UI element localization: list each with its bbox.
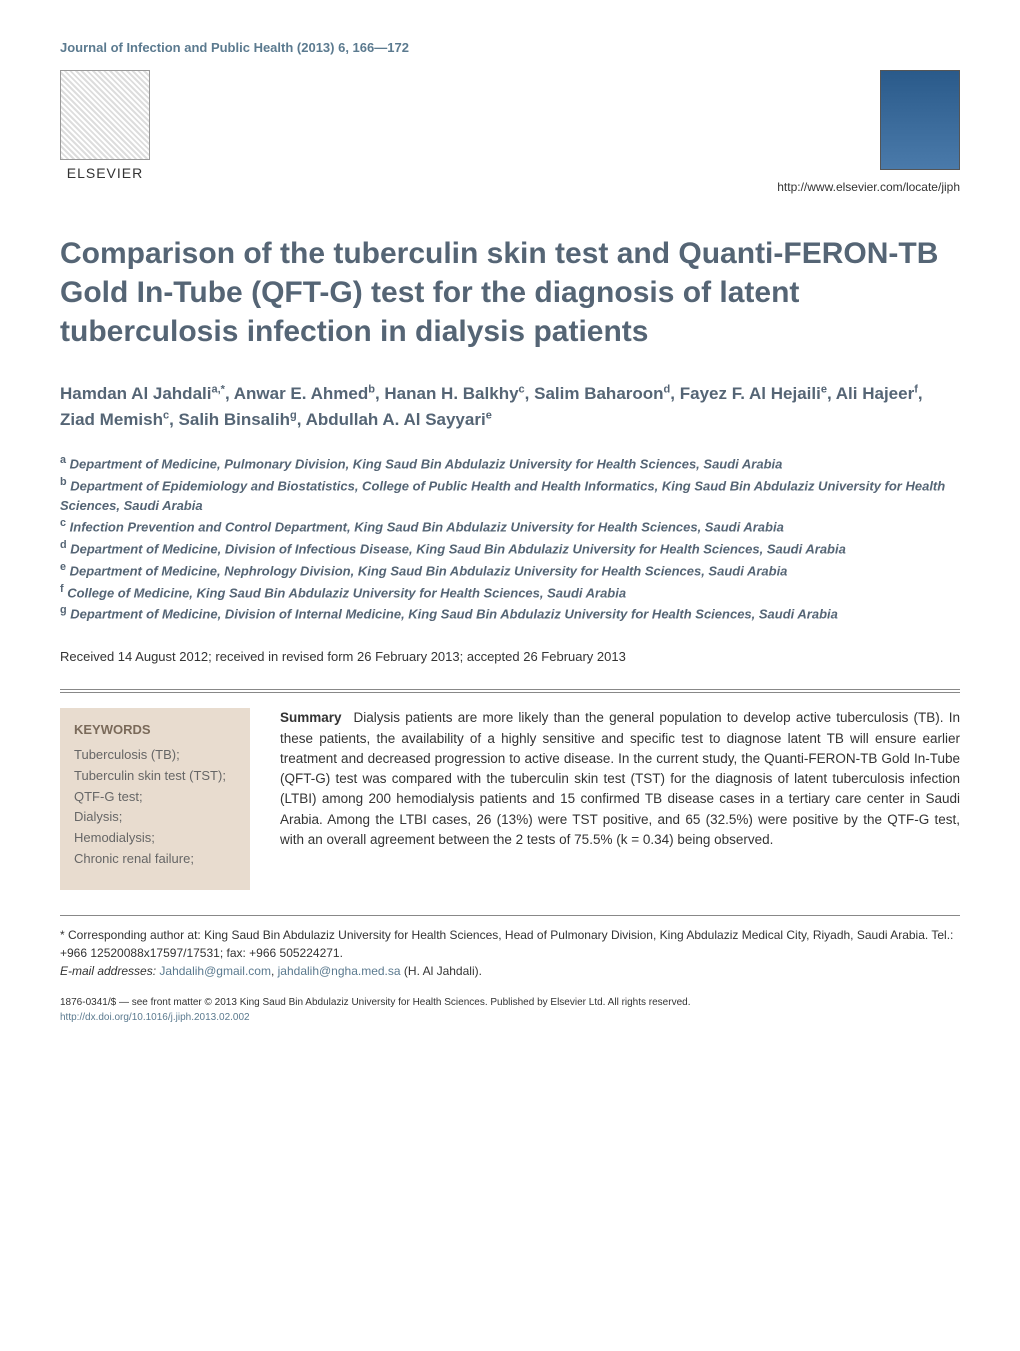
article-title: Comparison of the tuberculin skin test a… [60,234,960,351]
corresponding-author: * Corresponding author at: King Saud Bin… [60,926,960,962]
footer-block: * Corresponding author at: King Saud Bin… [60,915,960,1025]
affiliation-item: b Department of Epidemiology and Biostat… [60,474,960,515]
email-label: E-mail addresses: [60,964,156,978]
email-suffix: (H. Al Jahdali). [404,964,482,978]
keywords-header: KEYWORDS [74,720,236,741]
doi-link[interactable]: http://dx.doi.org/10.1016/j.jiph.2013.02… [60,1012,250,1023]
journal-header-right: http://www.elsevier.com/locate/jiph [777,70,960,194]
abstract-block: KEYWORDS Tuberculosis (TB);Tuberculin sk… [60,692,960,890]
affiliation-item: d Department of Medicine, Division of In… [60,537,960,559]
keyword-item: Hemodialysis; [74,828,236,849]
journal-reference: Journal of Infection and Public Health (… [60,40,960,55]
journal-url[interactable]: http://www.elsevier.com/locate/jiph [777,180,960,194]
summary-text: Dialysis patients are more likely than t… [280,710,960,847]
page-root: Journal of Infection and Public Health (… [0,0,1020,1075]
keyword-item: Chronic renal failure; [74,849,236,870]
keywords-column: KEYWORDS Tuberculosis (TB);Tuberculin sk… [60,708,250,890]
header-row: ELSEVIER http://www.elsevier.com/locate/… [60,70,960,194]
divider [60,689,960,690]
publisher-block: ELSEVIER [60,70,150,181]
author-list: Hamdan Al Jahdalia,*, Anwar E. Ahmedb, H… [60,381,960,432]
keyword-item: Dialysis; [74,807,236,828]
copyright-line: 1876-0341/$ — see front matter © 2013 Ki… [60,995,960,1010]
affiliation-item: a Department of Medicine, Pulmonary Divi… [60,452,960,474]
keyword-item: Tuberculosis (TB); [74,745,236,766]
email-addresses: Jahdalih@gmail.com, jahdalih@ngha.med.sa [159,964,404,978]
publisher-logo-icon [60,70,150,160]
keyword-item: QTF-G test; [74,787,236,808]
affiliation-item: c Infection Prevention and Control Depar… [60,515,960,537]
email-link[interactable]: jahdalih@ngha.med.sa [278,964,401,978]
email-line: E-mail addresses: Jahdalih@gmail.com, ja… [60,962,960,980]
publisher-name: ELSEVIER [67,165,143,181]
summary-column: SummaryDialysis patients are more likely… [280,708,960,890]
journal-cover-icon [880,70,960,170]
article-dates: Received 14 August 2012; received in rev… [60,649,960,664]
email-link[interactable]: Jahdalih@gmail.com [159,964,271,978]
summary-label: Summary [280,710,342,725]
copyright-block: 1876-0341/$ — see front matter © 2013 Ki… [60,995,960,1025]
keyword-item: Tuberculin skin test (TST); [74,766,236,787]
affiliation-item: e Department of Medicine, Nephrology Div… [60,559,960,581]
keywords-list: Tuberculosis (TB);Tuberculin skin test (… [74,745,236,870]
affiliation-item: f College of Medicine, King Saud Bin Abd… [60,581,960,603]
affiliation-item: g Department of Medicine, Division of In… [60,602,960,624]
affiliation-list: a Department of Medicine, Pulmonary Divi… [60,452,960,624]
